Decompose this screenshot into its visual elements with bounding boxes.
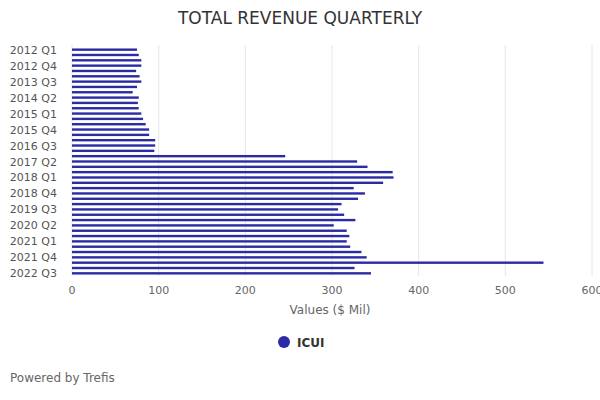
category-label: 2018 Q4 [10, 187, 57, 200]
category-label: 2022 Q3 [10, 267, 57, 280]
tick-label: 0 [69, 284, 76, 297]
bar [72, 150, 154, 152]
bar [72, 123, 146, 125]
bar [72, 139, 155, 141]
bar [72, 91, 133, 93]
legend: ICUI [278, 336, 324, 350]
bar [72, 246, 350, 248]
grid-line [592, 45, 593, 276]
bar [72, 54, 139, 56]
grid [72, 45, 592, 276]
bar [72, 107, 139, 109]
category-label: 2012 Q4 [10, 60, 57, 73]
bar [72, 230, 347, 232]
bar [72, 166, 368, 168]
tick-label: 200 [235, 284, 256, 297]
category-label: 2018 Q1 [10, 171, 57, 184]
bar [72, 187, 354, 189]
category-label: 2021 Q4 [10, 251, 57, 264]
tick-label: 500 [495, 284, 516, 297]
legend-marker [278, 336, 290, 348]
bar [72, 176, 394, 178]
bar [72, 261, 543, 263]
bar [72, 144, 155, 146]
legend-label: ICUI [297, 336, 324, 350]
category-label: 2015 Q1 [10, 108, 57, 121]
category-label: 2021 Q1 [10, 235, 57, 248]
bar [72, 240, 347, 242]
bar [72, 128, 149, 130]
bar [72, 214, 344, 216]
bar [72, 198, 358, 200]
bar [72, 267, 355, 269]
bar [72, 102, 138, 104]
bar [72, 86, 137, 88]
category-label: 2015 Q4 [10, 124, 57, 137]
category-label: 2019 Q3 [10, 203, 57, 216]
category-label: 2020 Q2 [10, 219, 57, 232]
bar [72, 224, 334, 226]
tick-label: 100 [148, 284, 169, 297]
category-label: 2016 Q3 [10, 140, 57, 153]
axis-label: Values ($ Mil) [290, 303, 371, 317]
bar [72, 256, 367, 258]
bar [72, 96, 139, 98]
grid-line [418, 45, 419, 276]
bar [72, 155, 285, 157]
title: TOTAL REVENUE QUARTERLY [177, 8, 423, 28]
bar [72, 208, 338, 210]
bar [72, 64, 141, 66]
category-label: 2012 Q1 [10, 44, 57, 57]
bar [72, 203, 342, 205]
category-label: 2013 Q3 [10, 76, 57, 89]
bar [72, 192, 365, 194]
bars [72, 48, 543, 274]
category-label: 2017 Q2 [10, 156, 57, 169]
bar [72, 160, 357, 162]
bar [72, 48, 137, 50]
bar [72, 134, 149, 136]
bar [72, 59, 141, 61]
bar [72, 219, 355, 221]
bar [72, 272, 371, 274]
bar [72, 112, 141, 114]
bar [72, 235, 349, 237]
bar [72, 171, 393, 173]
tick-label: 400 [408, 284, 429, 297]
bar [72, 80, 141, 82]
bar [72, 70, 136, 72]
grid-line [505, 45, 506, 276]
tick-label: 300 [322, 284, 343, 297]
category-label: 2014 Q2 [10, 92, 57, 105]
tick-label: 600 [582, 284, 600, 297]
bar [72, 182, 383, 184]
chart: TOTAL REVENUE QUARTERLY 0 100 200 300 400 500 6… [0, 0, 600, 400]
bar [72, 118, 143, 120]
footer: Powered by Trefis [10, 371, 115, 385]
bar [72, 75, 140, 77]
bar [72, 251, 361, 253]
